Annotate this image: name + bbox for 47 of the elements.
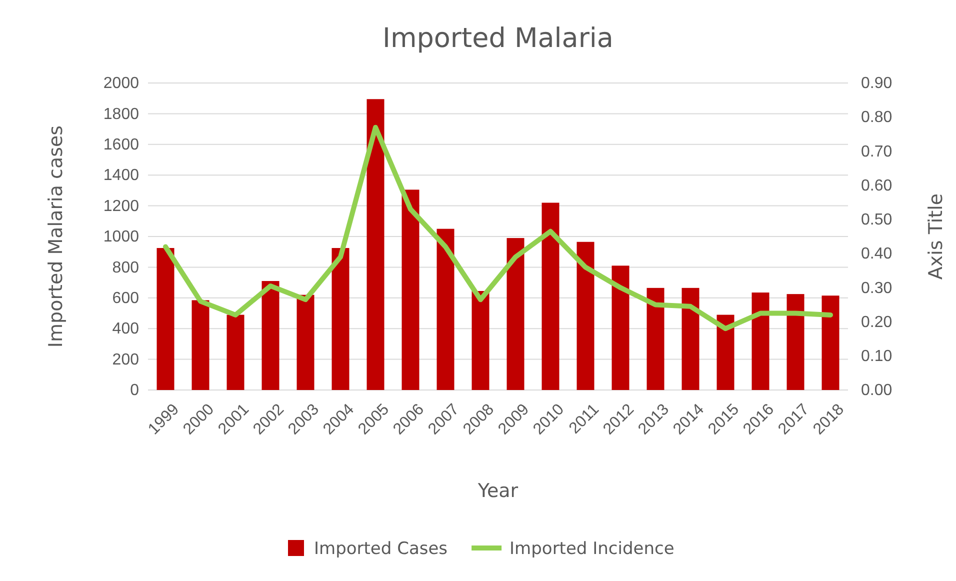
y-tick-label: 1000	[103, 228, 140, 246]
bar	[542, 202, 560, 390]
bar	[192, 300, 210, 390]
y2-tick-label: 0.30	[861, 280, 892, 297]
bar	[682, 288, 700, 390]
y-tick-label: 0	[130, 382, 140, 400]
y2-tick-label: 0.00	[861, 382, 892, 400]
y-tick-label: 400	[112, 320, 140, 338]
bar	[752, 292, 770, 390]
bar	[436, 228, 454, 390]
bar	[366, 99, 384, 390]
legend-label: Imported Incidence	[510, 539, 674, 559]
bar	[296, 294, 314, 390]
y2-axis-title: Axis Title	[925, 193, 947, 280]
y2-tick-label: 0.90	[861, 75, 892, 92]
bar	[262, 281, 280, 390]
y-tick-label: 200	[112, 351, 140, 368]
bar	[472, 290, 490, 390]
y2-tick-label: 0.40	[861, 246, 892, 263]
y-tick-label: 800	[112, 259, 140, 276]
bar	[822, 296, 840, 390]
bar	[576, 242, 594, 390]
bar	[332, 248, 350, 390]
y-axis-title: Imported Malaria cases	[45, 125, 67, 348]
y2-tick-label: 0.70	[861, 143, 892, 160]
bar	[506, 238, 524, 390]
y2-tick-label: 0.80	[861, 109, 892, 126]
y-tick-label: 1600	[103, 136, 140, 154]
bar	[402, 190, 420, 390]
bar	[612, 266, 630, 390]
y2-tick-label: 0.20	[861, 314, 892, 331]
bar	[646, 288, 664, 390]
chart-title: Imported Malaria	[382, 23, 614, 54]
y-tick-label: 1400	[103, 167, 140, 184]
legend-label: Imported Cases	[314, 539, 448, 559]
y-tick-label: 600	[112, 290, 140, 308]
y2-tick-label: 0.60	[861, 177, 892, 194]
bar	[786, 294, 804, 390]
y2-tick-label: 0.10	[861, 348, 892, 366]
x-axis-title: Year	[476, 480, 518, 502]
y-tick-label: 1200	[103, 198, 140, 215]
y-tick-label: 1800	[103, 106, 140, 123]
bar	[716, 314, 734, 390]
y2-tick-label: 0.50	[861, 212, 892, 229]
bar	[156, 248, 174, 390]
y-tick-label: 2000	[103, 75, 140, 92]
bar	[226, 314, 244, 390]
